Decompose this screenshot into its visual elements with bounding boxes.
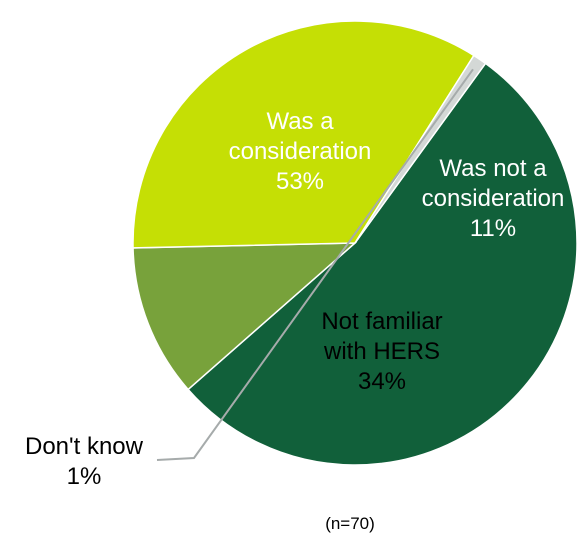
- pie-slice-was-a-consideration: [187, 62, 578, 466]
- slice-percent-label: 1%: [67, 463, 102, 490]
- slice-name-line: Was not a: [439, 155, 547, 182]
- slice-label-don-t-know: Don't know 1%: [25, 433, 144, 490]
- slice-name-line: consideration: [229, 138, 372, 165]
- slice-percent-label: 53%: [276, 168, 324, 195]
- slice-name-line: Was a: [266, 108, 334, 135]
- pie-slice-was-not-a-consideration: [132, 242, 358, 391]
- slice-percent-label: 34%: [358, 368, 406, 395]
- pie-slice-not-familiar-with-hers: [132, 20, 475, 249]
- pie-slices: [132, 20, 578, 466]
- slice-label-not-familiar-with-hers: Not familiar with HERS 34%: [321, 308, 442, 395]
- slice-label-was-a-consideration: Was a consideration 53%: [229, 108, 372, 195]
- slice-labels: Was a consideration 53% Was not a considerat…: [25, 108, 564, 490]
- pie-slice-don-t-know: [354, 54, 487, 244]
- slice-name-line: with HERS: [323, 338, 440, 365]
- slice-name-line: consideration: [422, 185, 565, 212]
- slice-name-line: Not familiar: [321, 308, 442, 335]
- slice-label-was-not-a-consideration: Was not a consideration 11%: [422, 155, 565, 242]
- leader-line-dont-know: [156, 68, 474, 461]
- sample-size-note: (n=70): [325, 514, 375, 533]
- slice-percent-label: 11%: [470, 215, 516, 242]
- slice-name-line: Don't know: [25, 433, 144, 460]
